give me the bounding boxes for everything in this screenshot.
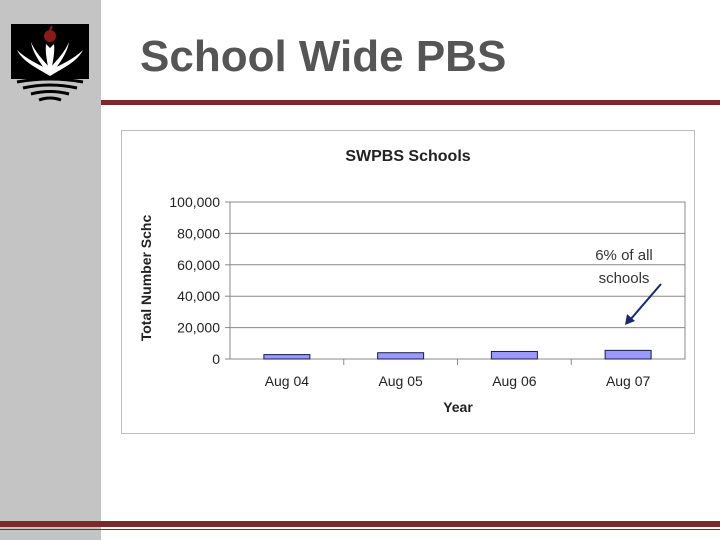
bar-chart: SWPBS Schools 0 20,000 40,000 60,000 80,000 1… [138, 148, 686, 415]
bottom-rule [0, 521, 720, 527]
slide-sidebar [0, 0, 101, 540]
bar-aug-06 [490, 350, 538, 360]
x-tick-label: Aug 07 [606, 373, 651, 389]
bar-aug-07 [604, 349, 652, 360]
y-tick-label: 100,000 [169, 194, 220, 210]
y-tick-label: 40,000 [177, 288, 220, 304]
x-tick-label: Aug 05 [378, 373, 423, 389]
x-axis-label: Year [443, 399, 473, 415]
y-tick-labels: 0 20,000 40,000 60,000 80,000 100,000 [169, 194, 220, 367]
y-tick-label: 0 [212, 351, 220, 367]
annotation-line-1: 6% of all [595, 247, 653, 264]
bar-aug-04 [263, 354, 311, 360]
x-tick-label: Aug 06 [492, 373, 537, 389]
chart-gridlines [225, 201, 686, 365]
y-tick-label: 80,000 [177, 225, 220, 241]
school-logo-icon [11, 24, 89, 102]
chart-title: SWPBS Schools [345, 148, 470, 165]
y-tick-label: 20,000 [177, 320, 220, 336]
x-tick-labels: Aug 04 Aug 05 Aug 06 Aug 07 [265, 373, 651, 389]
title-rule [101, 100, 720, 105]
annotation-arrow [625, 283, 662, 325]
x-tick-label: Aug 04 [265, 373, 310, 389]
bottom-rule-thin [0, 529, 720, 530]
slide-title: School Wide PBS [140, 32, 507, 81]
chart-container: SWPBS Schools 0 20,000 40,000 60,000 80,000 1… [121, 130, 695, 434]
y-tick-label: 60,000 [177, 257, 220, 273]
bar-aug-05 [377, 352, 425, 360]
y-axis-label: Total Number Schc [138, 215, 154, 342]
chart-bars [263, 349, 652, 360]
annotation-line-2: schools [599, 270, 650, 287]
